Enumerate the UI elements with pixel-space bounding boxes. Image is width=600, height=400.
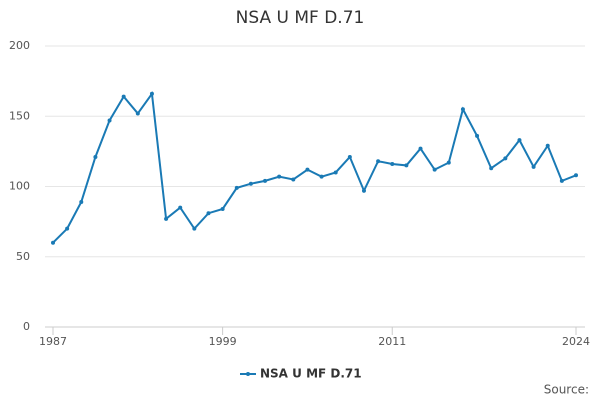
- point: [79, 199, 84, 204]
- point: [192, 226, 197, 231]
- y-tick-label: 100: [9, 180, 30, 193]
- point: [263, 178, 268, 183]
- point: [65, 226, 70, 231]
- legend-dot: [246, 372, 250, 376]
- point: [347, 154, 352, 159]
- point: [361, 188, 366, 193]
- y-tick-label: 50: [16, 250, 30, 263]
- x-tick-label: 1987: [39, 335, 67, 348]
- source: Source:: [544, 383, 589, 397]
- point: [446, 160, 451, 165]
- point: [475, 133, 480, 138]
- series-line: [52, 91, 577, 244]
- point: [333, 170, 338, 175]
- x-tick-label: 2024: [562, 335, 590, 348]
- point: [460, 107, 465, 112]
- point: [390, 162, 395, 167]
- point: [107, 118, 112, 123]
- point: [517, 138, 522, 143]
- point: [51, 240, 55, 245]
- point: [489, 166, 494, 171]
- point: [121, 94, 126, 99]
- x-tick-label: 2011: [378, 335, 406, 348]
- point: [220, 206, 225, 211]
- point: [248, 181, 253, 186]
- point: [545, 143, 550, 148]
- legend-label: NSA U MF D.71: [260, 367, 362, 381]
- point: [418, 146, 423, 151]
- point: [319, 174, 324, 179]
- chart-title: NSA U MF D.71: [236, 8, 365, 28]
- point: [305, 167, 310, 172]
- point: [277, 174, 282, 179]
- point: [531, 164, 536, 169]
- point: [149, 91, 154, 96]
- y-tick-label: 200: [9, 39, 30, 52]
- point: [178, 205, 183, 210]
- x-tick-label: 1999: [209, 335, 237, 348]
- point: [503, 156, 508, 161]
- point: [135, 111, 140, 116]
- y-tick-label: 150: [9, 109, 30, 122]
- point: [376, 159, 381, 164]
- point: [234, 185, 239, 190]
- point: [404, 163, 409, 168]
- point: [559, 178, 564, 183]
- point: [291, 177, 296, 182]
- point: [93, 154, 98, 159]
- point: [164, 216, 169, 221]
- point: [432, 167, 437, 172]
- point: [574, 173, 578, 178]
- point: [206, 211, 211, 216]
- y-tick-label: 0: [23, 320, 30, 333]
